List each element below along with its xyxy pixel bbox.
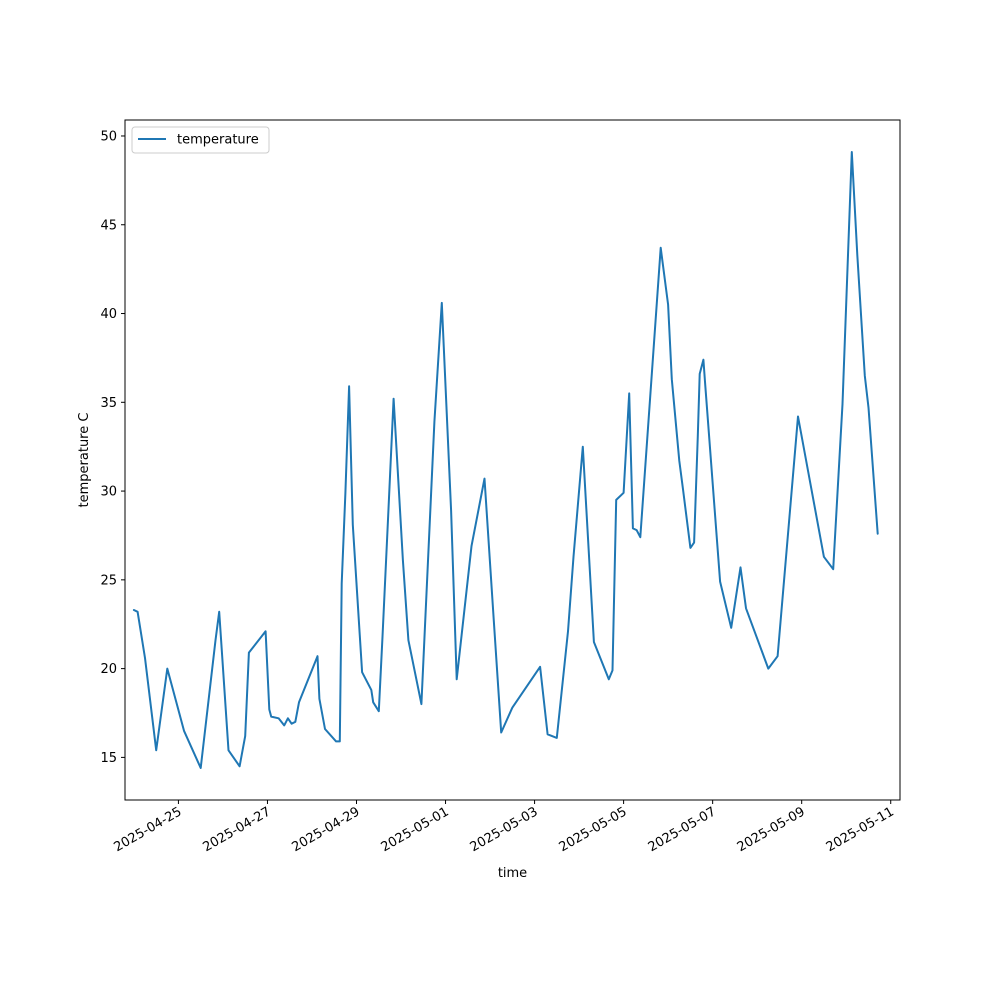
legend-label-temperature: temperature	[177, 133, 259, 148]
y-tick-label: 35	[100, 396, 117, 411]
y-axis-label: temperature C	[77, 413, 92, 508]
x-axis-label: time	[498, 866, 527, 881]
y-tick-label: 15	[100, 751, 117, 766]
y-tick-label: 25	[100, 573, 117, 588]
series-line-temperature	[132, 151, 879, 769]
y-tick-label: 30	[100, 485, 117, 500]
y-tick-label: 40	[100, 307, 117, 322]
plot-frame	[124, 119, 901, 801]
y-tick-label: 45	[100, 218, 117, 233]
y-tick-label: 50	[100, 129, 117, 144]
plot-area	[132, 151, 879, 769]
y-tick-label: 20	[100, 662, 117, 677]
legend-box	[131, 126, 270, 154]
legend: temperature	[131, 126, 270, 154]
